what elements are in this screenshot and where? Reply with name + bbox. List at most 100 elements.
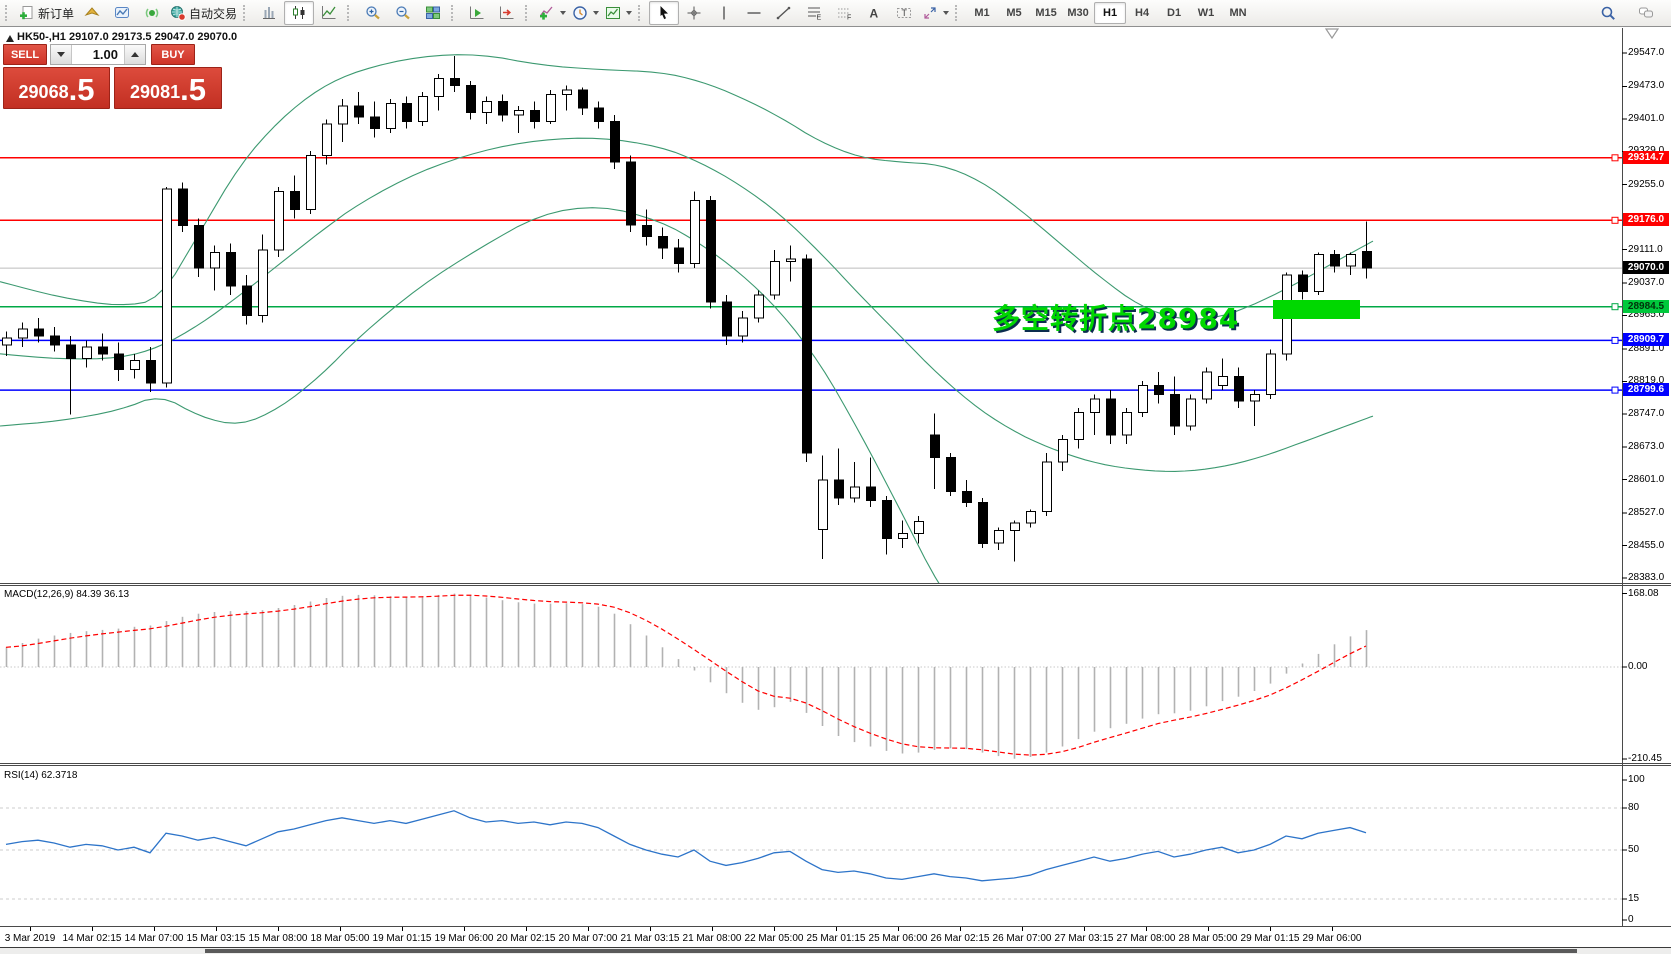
volume-stepper[interactable]: 1.00 xyxy=(50,44,146,65)
chat-button[interactable] xyxy=(1631,1,1661,25)
trendline-button[interactable] xyxy=(769,1,799,25)
timeframe-m1-button[interactable]: M1 xyxy=(974,7,990,19)
buy-button[interactable]: BUY xyxy=(151,44,195,65)
price-tick: 28965.0 xyxy=(1628,309,1665,321)
line-chart-button[interactable] xyxy=(314,1,344,25)
macd-signal-line xyxy=(5,594,1367,756)
profiles-button[interactable] xyxy=(77,1,107,25)
grid-button[interactable]: F xyxy=(829,1,859,25)
svg-text:A: A xyxy=(870,7,879,21)
tile-windows-button[interactable] xyxy=(418,1,448,25)
timeframe-m5-button[interactable]: M5 xyxy=(1006,7,1022,19)
community-button[interactable] xyxy=(137,1,167,25)
zoom-out-icon xyxy=(395,5,411,21)
price-tick: 28891.0 xyxy=(1628,342,1665,354)
timeframe-d1-button[interactable]: D1 xyxy=(1167,7,1182,19)
zoom-in-icon xyxy=(365,5,381,21)
zoom-in-button[interactable] xyxy=(358,1,388,25)
scrollbar-thumb[interactable] xyxy=(205,949,1577,953)
timeframe-h1-button[interactable]: H1 xyxy=(1094,2,1127,24)
crosshair-button[interactable] xyxy=(679,1,709,25)
new-order-button-label: 新订单 xyxy=(38,6,75,21)
buy-price-frac: .5 xyxy=(180,72,206,107)
text-button[interactable]: A xyxy=(859,1,889,25)
search-button[interactable] xyxy=(1593,1,1623,25)
vertical-line-button[interactable] xyxy=(709,1,739,25)
chevron-down-icon xyxy=(560,11,567,15)
price-tick: 28747.0 xyxy=(1628,407,1665,419)
shapes-button[interactable] xyxy=(919,1,952,25)
timeframe-h4-button[interactable]: H4 xyxy=(1135,7,1150,19)
bar-chart-button[interactable] xyxy=(254,1,284,25)
svg-text:E: E xyxy=(817,15,822,22)
toolbar-group-grip[interactable] xyxy=(5,5,12,21)
timeframe-m15-button[interactable]: M15 xyxy=(1035,7,1057,19)
rsi-line xyxy=(5,810,1367,882)
buy-price-panel[interactable]: 29081.5 xyxy=(114,67,222,109)
price-badge-28799.6: 28799.6 xyxy=(1623,383,1669,397)
auto-trading-button-label: 自动交易 xyxy=(189,6,238,21)
zoom-out-button[interactable] xyxy=(388,1,418,25)
time-tick: 14 Mar 07:00 xyxy=(124,933,184,944)
volume-decrease-button[interactable] xyxy=(51,45,72,64)
svg-text:F: F xyxy=(847,15,851,22)
fibonacci-button[interactable]: E xyxy=(799,1,829,25)
chevron-down-icon xyxy=(626,11,633,15)
time-tick: 15 Mar 03:15 xyxy=(186,933,246,944)
time-tick: 14 Mar 02:15 xyxy=(62,933,122,944)
sell-price-frac: .5 xyxy=(68,72,95,107)
tline-icon xyxy=(776,5,792,21)
label-button[interactable]: T xyxy=(889,1,919,25)
indicators-button[interactable] xyxy=(536,1,569,25)
templates-button[interactable] xyxy=(602,1,635,25)
toolbar-group-grip[interactable] xyxy=(451,5,458,21)
volume-value[interactable]: 1.00 xyxy=(92,47,118,62)
text-a-icon: A xyxy=(866,5,882,21)
toolbar-group-grip[interactable] xyxy=(638,5,645,21)
toolbar-group-grip[interactable] xyxy=(955,5,962,21)
sell-price-panel[interactable]: 29068.5 xyxy=(3,67,110,109)
time-tick: 20 Mar 07:00 xyxy=(558,933,618,944)
collapse-panel-icon[interactable] xyxy=(6,35,14,42)
horizontal-line-button[interactable] xyxy=(739,1,769,25)
cursor-button[interactable] xyxy=(649,1,680,25)
rings-icon xyxy=(144,5,160,21)
shapes-icon xyxy=(922,5,938,21)
charts-window-button[interactable] xyxy=(107,1,137,25)
chart-shift-marker xyxy=(1324,28,1340,40)
time-tick: 18 Mar 05:00 xyxy=(310,933,370,944)
price-tick: 28601.0 xyxy=(1628,473,1665,485)
macd-tick: 168.08 xyxy=(1628,587,1659,599)
one-click-trading-panel: SELL 1.00 BUY 29068.5 29081.5 xyxy=(3,44,227,110)
toolbar-group-grip[interactable] xyxy=(525,5,532,21)
periods-button[interactable] xyxy=(569,1,602,25)
sell-button[interactable]: SELL xyxy=(3,44,47,65)
hat-icon xyxy=(84,5,100,21)
time-tick: 26 Mar 07:00 xyxy=(992,933,1052,944)
crosshair-icon xyxy=(686,5,702,21)
price-tick: 29255.0 xyxy=(1628,178,1665,190)
candlestick-chart-button[interactable] xyxy=(284,1,315,25)
toolbar-right-group xyxy=(1593,1,1661,25)
price-tick: 29473.0 xyxy=(1628,80,1665,92)
timeframe-m30-button[interactable]: M30 xyxy=(1067,7,1089,19)
new-order-button[interactable]: 新订单 xyxy=(16,1,77,25)
volume-increase-button[interactable] xyxy=(124,45,145,64)
auto-scroll-button[interactable] xyxy=(462,1,492,25)
price-tick: 29547.0 xyxy=(1628,47,1665,58)
toolbar-group-grip[interactable] xyxy=(347,5,354,21)
doc-plus-icon xyxy=(19,5,35,21)
macd-tick: 0.00 xyxy=(1628,661,1648,672)
auto-trading-button[interactable]: 自动交易 xyxy=(167,1,240,25)
time-tick: 15 Mar 08:00 xyxy=(248,933,308,944)
time-tick: 29 Mar 06:00 xyxy=(1302,933,1362,944)
svg-text:T: T xyxy=(902,8,908,18)
search-icon xyxy=(1600,5,1616,21)
bars-icon xyxy=(261,5,277,21)
timeframe-mn-button[interactable]: MN xyxy=(1229,7,1247,19)
timeframe-w1-button[interactable]: W1 xyxy=(1197,7,1215,19)
toolbar-group-grip[interactable] xyxy=(243,5,250,21)
rsi-tick: 0 xyxy=(1628,914,1634,925)
chart-shift-button[interactable] xyxy=(492,1,522,25)
